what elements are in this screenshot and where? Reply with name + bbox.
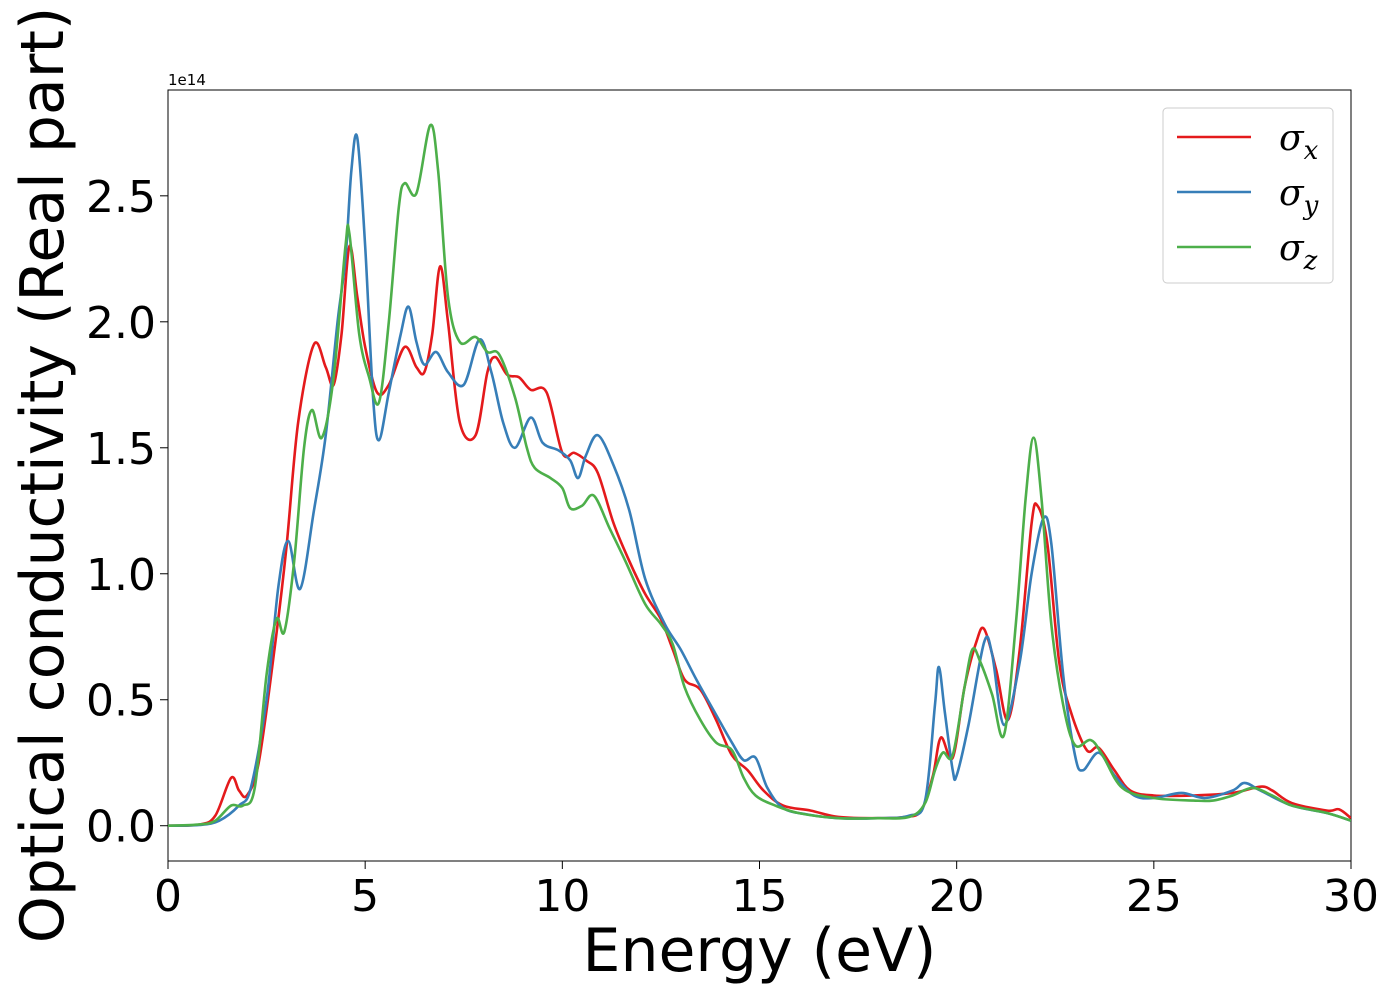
series-line-sigma-x <box>168 244 1351 828</box>
x-tick-label: 5 <box>351 871 379 922</box>
x-axis-title: Energy (eV) <box>583 916 937 986</box>
y-tick-label: 0.5 <box>86 676 156 727</box>
x-axis: 0 5 10 15 20 25 30 <box>154 861 1379 922</box>
series-layer <box>168 123 1351 828</box>
x-tick-label: 10 <box>534 871 590 922</box>
plot-area <box>167 89 1352 862</box>
y-tick-label: 1.5 <box>86 424 156 475</box>
y-axis: 0.0 0.5 1.0 1.5 2.0 2.5 <box>86 172 168 853</box>
x-tick-label: 15 <box>732 871 788 922</box>
series-line-sigma-z <box>168 123 1351 828</box>
x-tick-label: 30 <box>1323 871 1379 922</box>
y-tick-label: 0.0 <box>86 802 156 853</box>
legend: σx σy σz <box>1162 107 1334 284</box>
legend-label-sigma-x: σx <box>1279 118 1319 166</box>
y-tick-label: 1.0 <box>86 550 156 601</box>
legend-label-sigma-z: σz <box>1279 228 1318 276</box>
series-line-sigma-y <box>168 133 1351 828</box>
y-axis-title: Optical conductivity (Real part) <box>8 7 78 944</box>
legend-box <box>1162 107 1334 284</box>
y-tick-label: 2.5 <box>86 172 156 223</box>
y-tick-label: 2.0 <box>86 298 156 349</box>
x-tick-label: 20 <box>929 871 985 922</box>
legend-label-sigma-y: σy <box>1279 173 1319 221</box>
x-tick-label: 25 <box>1126 871 1182 922</box>
y-offset-label: 1e14 <box>168 71 206 89</box>
x-tick-label: 0 <box>154 871 182 922</box>
